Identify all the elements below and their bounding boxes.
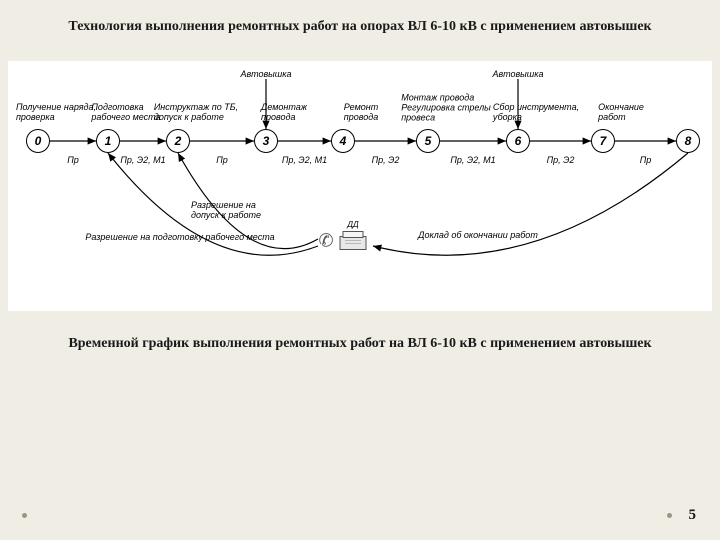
edge-label: Пр bbox=[216, 155, 228, 165]
node-top-label: Монтаж провода Регулировка стрелы провес… bbox=[401, 93, 491, 123]
node-top-label: Подготовка рабочего места bbox=[91, 103, 160, 123]
page-title: Технология выполнения ремонтных работ на… bbox=[0, 0, 720, 43]
footer-bullet-right bbox=[667, 513, 672, 518]
node-2: 2 bbox=[166, 129, 190, 153]
top-arrow-label: Автовышка bbox=[492, 69, 543, 79]
diagram-subtitle: Временной график выполнения ремонтных ра… bbox=[0, 311, 720, 354]
phone-icon: ✆ bbox=[318, 230, 333, 251]
edge-label: Пр, Э2, М1 bbox=[120, 155, 165, 165]
footer-bullet-left bbox=[22, 513, 27, 518]
node-3: 3 bbox=[254, 129, 278, 153]
network-diagram: Пр Пр, Э2, М1 Пр Пр, Э2, М1 Пр, Э2 Пр, Э2, М1… bbox=[8, 61, 712, 311]
node-8: 8 bbox=[676, 129, 700, 153]
edge-label: Пр, Э2 bbox=[372, 155, 400, 165]
curve-label: Разрешение на допуск к работе bbox=[191, 201, 261, 221]
node-top-label: Сбор инструмента, уборка bbox=[493, 103, 579, 123]
node-top-label: Демонтаж провода bbox=[261, 103, 307, 123]
page-number: 5 bbox=[689, 507, 697, 524]
node-5: 5 bbox=[416, 129, 440, 153]
top-arrow-label: Автовышка bbox=[240, 69, 291, 79]
node-6: 6 bbox=[506, 129, 530, 153]
dispatcher-box-icon bbox=[339, 230, 367, 255]
diagram-svg bbox=[8, 61, 712, 311]
edge-label: Пр, Э2, М1 bbox=[450, 155, 495, 165]
edge-label: Пр bbox=[67, 155, 79, 165]
node-4: 4 bbox=[331, 129, 355, 153]
node-top-label: Окончание работ bbox=[598, 103, 644, 123]
node-top-label: Ремонт провода bbox=[344, 103, 378, 123]
node-0: 0 bbox=[26, 129, 50, 153]
edge-label: Пр bbox=[640, 155, 652, 165]
node-top-label: Инструктаж по ТБ, допуск к работе bbox=[154, 103, 238, 123]
node-top-label: Получение наряда, проверка bbox=[16, 103, 96, 123]
node-1: 1 bbox=[96, 129, 120, 153]
curve-label: Разрешение на подготовку рабочего места bbox=[85, 233, 274, 243]
dispatcher-label: ДД bbox=[347, 220, 358, 229]
node-7: 7 bbox=[591, 129, 615, 153]
edge-label: Пр, Э2, М1 bbox=[282, 155, 327, 165]
curve-label: Доклад об окончании работ bbox=[418, 231, 538, 241]
edge-label: Пр, Э2 bbox=[547, 155, 575, 165]
